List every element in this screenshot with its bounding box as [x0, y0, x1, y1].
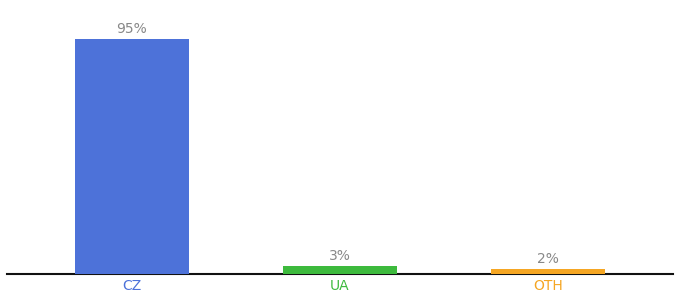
Bar [75, 39, 189, 274]
Text: 2%: 2% [537, 252, 559, 266]
Bar [491, 268, 605, 274]
Text: 95%: 95% [116, 22, 147, 36]
Bar [283, 266, 397, 274]
Text: 3%: 3% [329, 249, 351, 263]
